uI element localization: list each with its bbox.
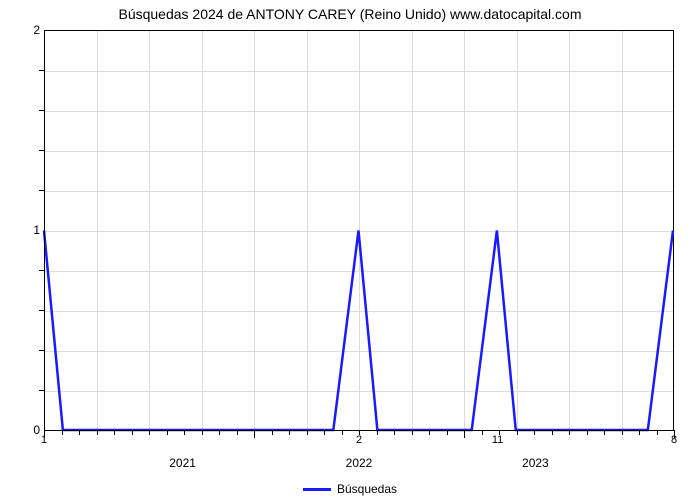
series-line	[44, 31, 673, 430]
x-major-tick	[254, 430, 255, 438]
x-major-tick	[464, 430, 465, 438]
x-minor-tick	[447, 430, 448, 435]
x-minor-tick	[394, 430, 395, 435]
y-tick-label: 2	[10, 23, 40, 37]
y-minor-tick	[39, 350, 44, 351]
x-minor-tick	[219, 430, 220, 435]
x-minor-tick	[132, 430, 133, 435]
y-minor-tick	[39, 150, 44, 151]
y-minor-tick	[39, 190, 44, 191]
x-minor-tick	[324, 430, 325, 435]
y-minor-tick	[39, 70, 44, 71]
x-minor-tick	[272, 430, 273, 435]
x-value-label: 2	[356, 434, 362, 446]
x-minor-tick	[307, 430, 308, 435]
chart-container: Búsquedas 2024 de ANTONY CAREY (Reino Un…	[0, 0, 700, 500]
x-minor-tick	[499, 430, 500, 435]
x-minor-tick	[587, 430, 588, 435]
x-minor-tick	[97, 430, 98, 435]
x-minor-tick	[377, 430, 378, 435]
x-minor-tick	[657, 430, 658, 435]
y-minor-tick	[39, 390, 44, 391]
x-minor-tick	[639, 430, 640, 435]
x-minor-tick	[114, 430, 115, 435]
plot-area	[44, 30, 674, 430]
x-minor-tick	[517, 430, 518, 435]
x-year-label: 2021	[169, 456, 196, 470]
x-minor-tick	[342, 430, 343, 435]
x-minor-tick	[359, 430, 360, 435]
x-year-label: 2022	[346, 456, 373, 470]
y-minor-tick	[39, 110, 44, 111]
x-minor-tick	[167, 430, 168, 435]
x-minor-tick	[569, 430, 570, 435]
x-minor-tick	[482, 430, 483, 435]
y-minor-tick	[39, 270, 44, 271]
x-major-tick	[44, 430, 45, 438]
x-minor-tick	[149, 430, 150, 435]
x-minor-tick	[79, 430, 80, 435]
x-minor-tick	[184, 430, 185, 435]
x-minor-tick	[552, 430, 553, 435]
x-minor-tick	[534, 430, 535, 435]
y-tick-label: 1	[10, 223, 40, 237]
y-minor-tick	[39, 310, 44, 311]
chart-title: Búsquedas 2024 de ANTONY CAREY (Reino Un…	[0, 0, 700, 26]
x-minor-tick	[237, 430, 238, 435]
x-minor-tick	[62, 430, 63, 435]
x-value-label: 11	[492, 434, 503, 446]
legend-swatch	[303, 488, 331, 491]
x-minor-tick	[202, 430, 203, 435]
legend: Búsquedas	[303, 482, 397, 496]
x-minor-tick	[429, 430, 430, 435]
x-minor-tick	[622, 430, 623, 435]
x-minor-tick	[412, 430, 413, 435]
x-year-label: 2023	[522, 456, 549, 470]
y-axis-line	[44, 30, 45, 430]
x-major-tick	[674, 430, 675, 438]
y-tick-label: 0	[10, 423, 40, 437]
legend-label: Búsquedas	[337, 482, 397, 496]
x-minor-tick	[289, 430, 290, 435]
x-minor-tick	[604, 430, 605, 435]
